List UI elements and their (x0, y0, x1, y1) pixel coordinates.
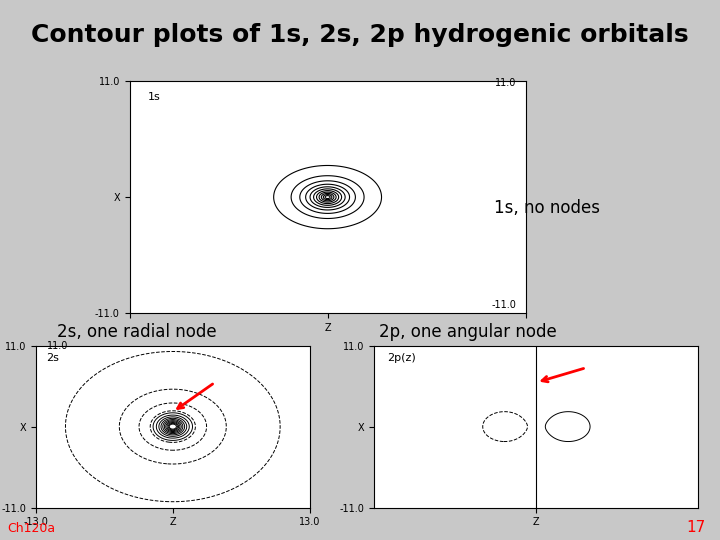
Text: 2p(z): 2p(z) (387, 353, 415, 363)
Text: Ch120a: Ch120a (7, 522, 55, 535)
Text: Contour plots of 1s, 2s, 2p hydrogenic orbitals: Contour plots of 1s, 2s, 2p hydrogenic o… (31, 23, 689, 47)
Text: 2s, one radial node: 2s, one radial node (57, 323, 217, 341)
Text: 11.0: 11.0 (47, 341, 68, 352)
Text: 11.0: 11.0 (495, 78, 517, 88)
Text: 17: 17 (686, 519, 706, 535)
Text: -11.0: -11.0 (492, 300, 517, 310)
Text: 1s: 1s (148, 92, 161, 102)
Text: 2s: 2s (47, 353, 59, 363)
Text: 1s, no nodes: 1s, no nodes (494, 199, 600, 217)
Text: 2p, one angular node: 2p, one angular node (379, 323, 557, 341)
